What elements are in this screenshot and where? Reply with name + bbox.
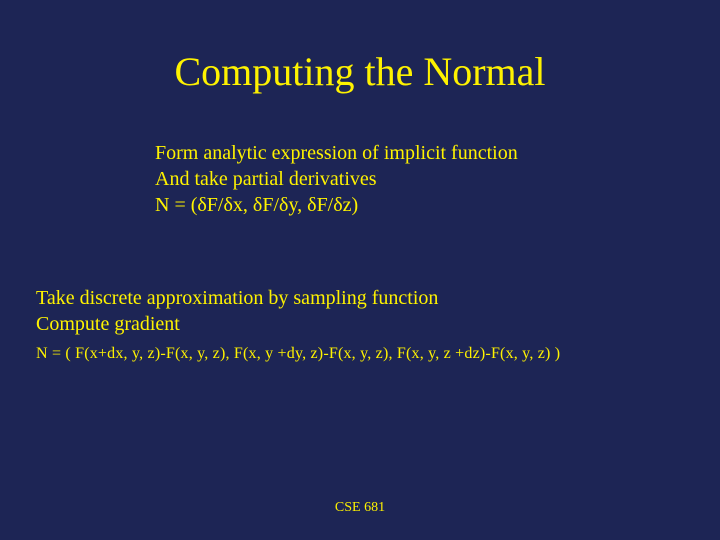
analytic-line-1: Form analytic expression of implicit fun… bbox=[155, 140, 518, 166]
gradient-formula: N = ( F(x+dx, y, z)-F(x, y, z), F(x, y +… bbox=[36, 344, 560, 364]
slide-footer: CSE 681 bbox=[0, 500, 720, 516]
discrete-line-1: Take discrete approximation by sampling … bbox=[36, 285, 438, 311]
analytic-block: Form analytic expression of implicit fun… bbox=[155, 140, 518, 218]
discrete-line-2: Compute gradient bbox=[36, 311, 438, 337]
gradient-line-1: N = ( F(x+dx, y, z)-F(x, y, z), F(x, y +… bbox=[36, 344, 560, 364]
analytic-line-3: N = (δF/δx, δF/δy, δF/δz) bbox=[155, 192, 518, 218]
slide-title: Computing the Normal bbox=[0, 48, 720, 95]
discrete-block: Take discrete approximation by sampling … bbox=[36, 285, 438, 337]
analytic-line-2: And take partial derivatives bbox=[155, 166, 518, 192]
slide: Computing the Normal Form analytic expre… bbox=[0, 0, 720, 540]
